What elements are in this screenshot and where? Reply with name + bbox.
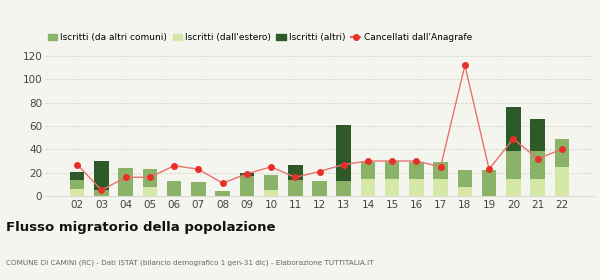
Bar xyxy=(94,161,109,190)
Bar xyxy=(458,187,472,196)
Bar xyxy=(506,107,521,151)
Bar xyxy=(94,190,109,196)
Legend: Iscritti (da altri comuni), Iscritti (dall'estero), Iscritti (altri), Cancellati: Iscritti (da altri comuni), Iscritti (da… xyxy=(44,30,476,46)
Bar xyxy=(433,162,448,179)
Bar xyxy=(385,179,400,196)
Bar xyxy=(433,179,448,196)
Bar xyxy=(288,164,302,180)
Bar xyxy=(239,173,254,176)
Bar xyxy=(554,139,569,167)
Bar xyxy=(482,170,496,196)
Bar xyxy=(409,162,424,179)
Bar xyxy=(191,182,206,196)
Bar xyxy=(143,187,157,196)
Bar xyxy=(239,176,254,196)
Text: COMUNE DI CAMINI (RC) - Dati ISTAT (bilancio demografico 1 gen-31 dic) - Elabora: COMUNE DI CAMINI (RC) - Dati ISTAT (bila… xyxy=(6,260,373,266)
Bar xyxy=(530,119,545,151)
Bar xyxy=(409,179,424,196)
Bar xyxy=(118,168,133,196)
Bar xyxy=(385,161,400,179)
Bar xyxy=(143,169,157,187)
Bar xyxy=(337,125,351,181)
Bar xyxy=(312,181,327,196)
Bar xyxy=(554,167,569,196)
Bar xyxy=(337,181,351,196)
Bar xyxy=(167,181,181,196)
Bar xyxy=(70,171,85,180)
Bar xyxy=(70,180,85,189)
Bar xyxy=(506,151,521,179)
Bar xyxy=(215,191,230,196)
Bar xyxy=(361,179,375,196)
Text: Flusso migratorio della popolazione: Flusso migratorio della popolazione xyxy=(6,221,275,234)
Bar xyxy=(264,190,278,196)
Bar xyxy=(264,175,278,190)
Bar xyxy=(70,189,85,196)
Bar xyxy=(530,151,545,179)
Bar xyxy=(458,170,472,187)
Bar xyxy=(288,180,302,196)
Bar xyxy=(530,179,545,196)
Bar xyxy=(361,162,375,179)
Bar xyxy=(506,179,521,196)
